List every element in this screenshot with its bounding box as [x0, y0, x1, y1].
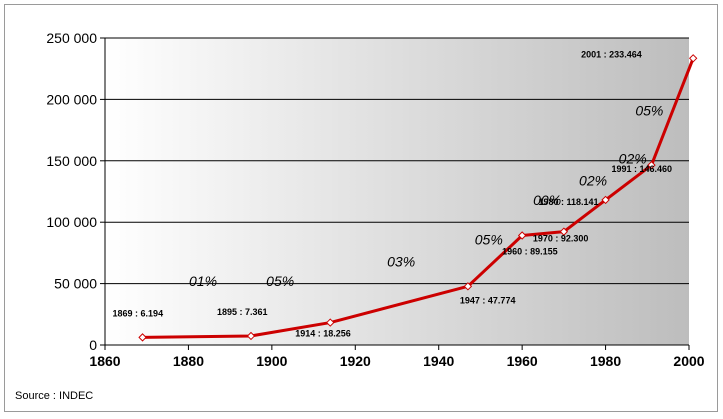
point-label: 1960 : 89.155 — [502, 247, 558, 257]
y-tick-label: 50 000 — [54, 276, 97, 292]
growth-annotation: 00% — [533, 192, 561, 208]
growth-annotation: 02% — [619, 150, 647, 166]
data-point — [463, 282, 473, 291]
data-point — [246, 331, 256, 341]
point-label: 1980 : 118.141 — [539, 197, 599, 207]
point-label: 1947 : 47.774 — [460, 295, 516, 305]
x-tick-label: 1920 — [340, 353, 371, 369]
point-label: 1970 : 92.300 — [533, 234, 589, 244]
growth-annotation: 05% — [635, 102, 663, 118]
growth-annotation: 05% — [266, 273, 294, 289]
growth-annotation: 03% — [387, 253, 415, 269]
x-tick-label: 2000 — [673, 353, 704, 369]
point-label: 1991 : 146.460 — [611, 164, 672, 174]
x-tick-label: 1940 — [423, 353, 454, 369]
x-tick-label: 1860 — [89, 353, 120, 369]
data-point — [688, 54, 698, 63]
x-tick-label: 1980 — [590, 353, 621, 369]
x-tick-label: 1880 — [173, 353, 204, 369]
x-tick-label: 1900 — [256, 353, 287, 369]
y-tick-label: 250 000 — [46, 30, 97, 46]
source-note: Source : INDEC — [15, 390, 94, 402]
data-point — [138, 333, 147, 342]
point-label: 1914 : 18.256 — [295, 329, 351, 339]
point-label: 1869 : 6.194 — [113, 308, 164, 318]
point-label: 2001 : 233.464 — [581, 49, 642, 59]
y-tick-label: 0 — [89, 337, 97, 353]
chart-frame: 0 50 000 100 000 150 000 200 000 250 000 1860 1… — [4, 4, 718, 412]
data-point — [647, 160, 656, 170]
data-point — [559, 227, 569, 236]
data-point — [326, 318, 335, 327]
growth-annotation: 01% — [189, 273, 217, 289]
plot-area — [105, 38, 689, 345]
data-point — [517, 231, 527, 240]
x-tick-label: 1960 — [507, 353, 538, 369]
growth-annotation: 02% — [579, 172, 607, 188]
y-tick-label: 100 000 — [46, 214, 97, 230]
y-tick-label: 200 000 — [46, 91, 97, 107]
point-label: 1895 : 7.361 — [217, 307, 268, 317]
line-chart: 0 50 000 100 000 150 000 200 000 250 000 1860 1… — [46, 30, 704, 369]
y-tick-label: 150 000 — [46, 153, 97, 169]
growth-annotation: 05% — [475, 231, 503, 247]
data-point — [601, 195, 610, 205]
